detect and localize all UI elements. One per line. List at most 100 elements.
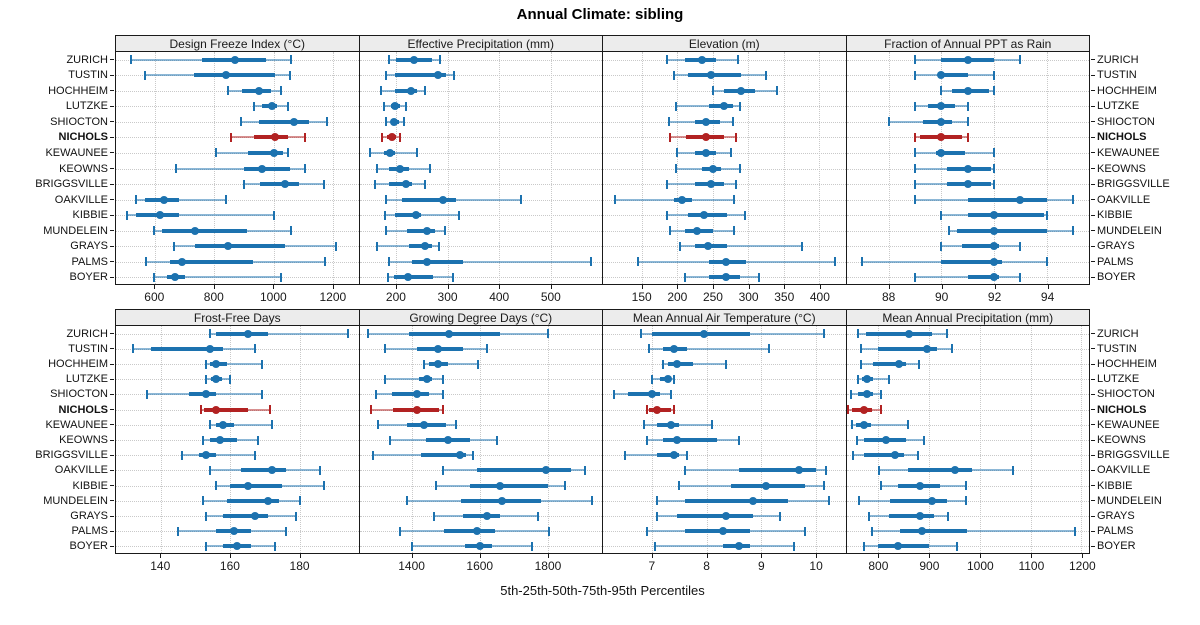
median-dot (290, 117, 299, 126)
whisker-cap (180, 450, 183, 460)
x-axis-tick (154, 285, 156, 289)
whisker-cap (738, 101, 741, 111)
y-axis-tick-right (1091, 90, 1095, 92)
median-dot (423, 226, 432, 235)
percentile-box-25-75 (627, 392, 661, 397)
percentile-box-25-75 (408, 331, 501, 336)
whisker-cap (279, 86, 282, 96)
whisker-cap (1072, 226, 1075, 236)
whisker-cap (452, 272, 454, 282)
percentile-box-25-75 (476, 468, 572, 473)
y-axis-tick-right (1091, 152, 1095, 154)
median-dot (202, 390, 211, 399)
median-dot (406, 86, 415, 95)
y-axis-tick-right (1091, 469, 1095, 471)
whisker-cap (134, 195, 137, 205)
whisker-cap (906, 420, 909, 430)
horizontal-gridline (359, 152, 602, 154)
x-axis-tick-label: 92 (987, 290, 1002, 304)
whisker-cap (645, 435, 648, 445)
whisker-cap (951, 344, 954, 354)
whisker-cap (868, 511, 871, 521)
y-axis-tick-right (1091, 214, 1095, 216)
median-dot (698, 55, 707, 64)
whisker-cap (1019, 55, 1022, 65)
horizontal-gridline (359, 379, 602, 381)
whisker-cap (387, 55, 390, 65)
whisker-cap (879, 389, 882, 399)
x-axis-tick-label: 1400 (398, 559, 425, 573)
station-label-right: BOYER (1097, 540, 1136, 553)
whisker-cap (993, 179, 996, 189)
whisker-cap (253, 101, 256, 111)
station-label-left: OAKVILLE (54, 193, 108, 206)
median-dot (390, 102, 399, 111)
median-dot (672, 360, 681, 368)
whisker-cap (373, 179, 376, 189)
x-axis-tick-label: 500 (540, 290, 561, 304)
median-dot (205, 344, 214, 353)
percentile-box-25-75 (195, 244, 286, 249)
median-dot (171, 273, 180, 282)
x-axis-tick-label: 900 (919, 559, 940, 573)
percentile-box-25-75 (684, 498, 789, 503)
y-axis-tick-left (110, 261, 114, 263)
whisker-cap (442, 405, 445, 415)
whisker-cap (253, 344, 256, 354)
horizontal-gridline (846, 546, 1089, 548)
y-axis-tick-left (110, 105, 114, 107)
x-axis-tick-label: 1000 (967, 559, 994, 573)
percentile-box-25-75 (193, 73, 275, 78)
station-label-left: BOYER (69, 540, 108, 553)
median-dot (678, 195, 687, 204)
whisker-cap (645, 526, 648, 536)
percentile-box-25-75 (889, 498, 947, 503)
percentile-box-25-75 (668, 362, 693, 366)
whisker-cap (1045, 210, 1048, 220)
whisker-cap (226, 86, 229, 96)
percentile-box-25-75 (941, 259, 1003, 264)
whisker-cap (334, 241, 337, 251)
median-dot (257, 164, 266, 173)
x-axis-tick-label: 1000 (259, 290, 287, 304)
whisker-cap (370, 405, 373, 415)
median-dot (419, 420, 428, 429)
whisker-cap (651, 374, 654, 384)
whisker-cap (366, 329, 369, 339)
whisker-cap (531, 541, 534, 551)
percentile-box-25-75 (957, 228, 1047, 233)
median-dot (475, 542, 484, 551)
whisker-cap (861, 257, 864, 267)
whisker-cap (298, 496, 301, 506)
median-dot (445, 329, 454, 338)
whisker-cap (381, 132, 384, 142)
whisker-cap (765, 70, 768, 80)
median-dot (990, 273, 999, 282)
whisker-cap (270, 420, 273, 430)
station-label-right: SHIOCTON (1097, 115, 1155, 128)
whisker-cap (377, 420, 380, 430)
whisker-cap (678, 481, 681, 491)
whisker-cap (290, 226, 293, 236)
whisker-cap (940, 86, 943, 96)
whisker-cap (656, 496, 659, 506)
horizontal-gridline (359, 277, 602, 279)
vertical-gridline (155, 52, 157, 284)
percentile-box-25-75 (258, 119, 310, 124)
panel-title: Growing Degree Days (°C) (360, 310, 603, 325)
percentile-whisker-5-95 (872, 530, 1076, 533)
whisker-cap (665, 179, 668, 189)
y-axis-tick-right (1091, 136, 1095, 138)
vertical-gridline (815, 326, 817, 553)
whisker-cap (642, 420, 645, 430)
y-axis-tick-left (110, 214, 114, 216)
median-dot (762, 481, 771, 490)
percentile-whisker-5-95 (662, 363, 726, 365)
horizontal-gridline (846, 455, 1089, 457)
median-dot (721, 273, 730, 282)
whisker-cap (964, 496, 967, 506)
median-dot (916, 481, 925, 490)
median-dot (438, 195, 447, 204)
whisker-cap (441, 374, 444, 384)
